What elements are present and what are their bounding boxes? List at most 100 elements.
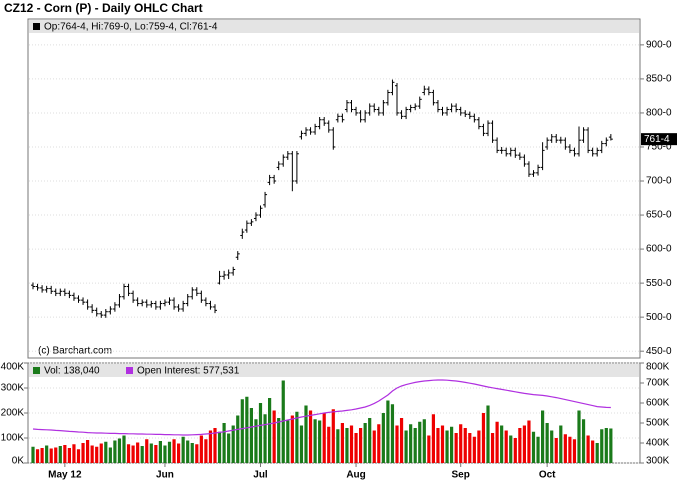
volume-bar bbox=[395, 425, 399, 463]
volume-bar bbox=[245, 396, 249, 463]
y2-tick-label: 400K bbox=[646, 438, 670, 449]
volume-bar bbox=[518, 428, 522, 463]
volume-bar bbox=[577, 410, 581, 463]
volume-bar bbox=[95, 446, 99, 463]
volume-bar bbox=[327, 426, 331, 463]
volume-bar bbox=[40, 448, 44, 463]
volume-bar bbox=[345, 428, 349, 463]
volume-bar bbox=[258, 403, 263, 463]
volume-bar bbox=[386, 400, 390, 463]
volume-bar bbox=[604, 428, 608, 463]
volume-bar bbox=[99, 443, 103, 463]
y-tick-label: 500-0 bbox=[646, 312, 672, 323]
x-tick-label: Sep bbox=[452, 470, 470, 481]
volume-bar bbox=[486, 405, 490, 463]
volume-bar bbox=[217, 431, 222, 463]
volume-bar bbox=[136, 442, 140, 463]
volume-bar bbox=[413, 428, 417, 463]
y-tick-label: 550-0 bbox=[646, 278, 672, 289]
y-tick-label: 200K bbox=[1, 408, 25, 419]
volume-bar bbox=[181, 436, 185, 463]
volume-bar bbox=[390, 404, 395, 463]
volume-bar bbox=[63, 445, 67, 463]
y-tick-label: 450-0 bbox=[646, 346, 672, 357]
y-tick-label: 800-0 bbox=[646, 108, 672, 119]
volume-bar bbox=[58, 446, 62, 463]
volume-bar bbox=[277, 418, 281, 463]
volume-bar bbox=[54, 447, 58, 463]
volume-bar bbox=[104, 441, 108, 463]
volume-bar bbox=[495, 421, 499, 463]
volume-bar bbox=[427, 435, 431, 463]
volume-bar bbox=[122, 435, 126, 463]
volume-bar bbox=[35, 449, 40, 463]
volume-bar bbox=[272, 410, 276, 463]
volume-bar bbox=[145, 439, 149, 463]
legend-swatch bbox=[126, 367, 133, 374]
chart-title: CZ12 - Corn (P) - Daily OHLC Chart bbox=[4, 1, 203, 15]
volume-bar bbox=[431, 414, 435, 463]
volume-bar bbox=[440, 425, 445, 463]
volume-bar bbox=[527, 420, 531, 463]
volume-bar bbox=[600, 429, 604, 463]
volume-bar bbox=[591, 440, 595, 463]
volume-bar bbox=[399, 418, 404, 463]
y2-tick-label: 800K bbox=[646, 362, 670, 373]
volume-bar bbox=[199, 435, 203, 463]
volume-bar bbox=[359, 428, 363, 463]
last-price-tag bbox=[641, 133, 677, 146]
y-tick-label: 650-0 bbox=[646, 210, 672, 221]
volume-bar bbox=[231, 425, 235, 463]
volume-bar bbox=[240, 399, 244, 463]
volume-bar bbox=[363, 423, 367, 463]
volume-bar bbox=[308, 410, 313, 463]
volume-bar bbox=[481, 413, 486, 463]
volume-bar bbox=[72, 444, 76, 463]
price-panel bbox=[27, 18, 641, 359]
volume-bar bbox=[208, 430, 213, 463]
volume-bar bbox=[354, 433, 358, 463]
volume-bar bbox=[295, 411, 299, 463]
volume-bar bbox=[563, 434, 567, 463]
volume-bar bbox=[213, 428, 217, 463]
y-tick-label: 900-0 bbox=[646, 40, 672, 51]
volume-bar bbox=[522, 425, 526, 463]
y-tick-label: 700-0 bbox=[646, 176, 672, 187]
volume-bar bbox=[541, 410, 545, 463]
y2-tick-label: 600K bbox=[646, 398, 670, 409]
volume-bar bbox=[418, 421, 422, 463]
volume-bar bbox=[322, 413, 326, 463]
y-tick-label: 300K bbox=[1, 383, 25, 394]
volume-bar bbox=[545, 423, 549, 463]
x-tick-label: Jun bbox=[156, 470, 174, 481]
volume-bar bbox=[536, 436, 540, 463]
volume-bar bbox=[177, 443, 181, 463]
volume-bar bbox=[336, 429, 340, 463]
volume-bar bbox=[81, 443, 85, 463]
legend-swatch bbox=[33, 367, 40, 374]
volume-bar bbox=[90, 445, 94, 463]
volume-bar bbox=[450, 426, 454, 463]
volume-bar bbox=[568, 436, 572, 463]
volume-bar bbox=[172, 439, 176, 463]
volume-bar bbox=[477, 430, 481, 463]
volume-bar bbox=[581, 419, 586, 463]
volume-bar bbox=[595, 443, 599, 463]
volume-bar bbox=[263, 414, 267, 463]
y-tick-label: 600-0 bbox=[646, 244, 672, 255]
volume-bar bbox=[349, 425, 354, 463]
volume-bar bbox=[163, 445, 167, 463]
volume-bar bbox=[459, 424, 463, 463]
volume-bar bbox=[195, 444, 199, 463]
x-tick-label: Jul bbox=[253, 470, 268, 481]
volume-bar bbox=[586, 435, 590, 463]
volume-bar bbox=[436, 428, 440, 463]
volume-bar bbox=[509, 435, 513, 463]
y-tick-label: 0K bbox=[12, 456, 25, 467]
volume-bar bbox=[609, 428, 613, 463]
volume-bar bbox=[281, 380, 285, 463]
volume-bar bbox=[67, 448, 71, 463]
volume-bar bbox=[318, 420, 322, 463]
volume-bar bbox=[490, 433, 495, 463]
